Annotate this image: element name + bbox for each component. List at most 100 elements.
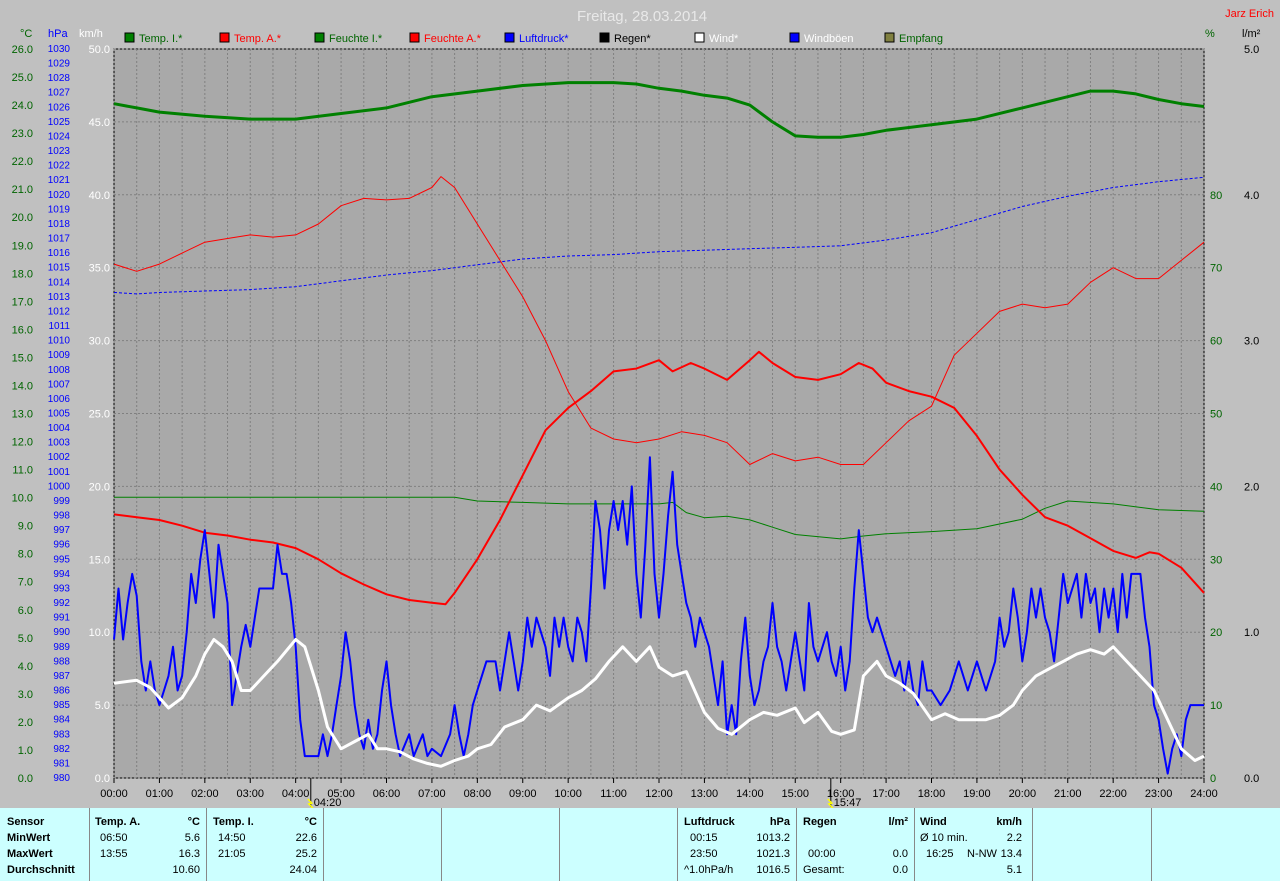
rain-total-value: 0.0 xyxy=(892,864,908,876)
temp-tick-label: 15.0 xyxy=(12,352,33,364)
temp-tick-label: 19.0 xyxy=(12,240,33,252)
wind-max-value: 13.4 xyxy=(1000,848,1022,860)
pressure-unit-label: hPa xyxy=(48,28,68,40)
legend-swatch xyxy=(314,32,325,43)
x-tick-label: 21:00 xyxy=(1054,788,1082,800)
temp-in-min-value: 22.6 xyxy=(295,832,317,844)
wind-header: Wind xyxy=(920,816,947,828)
pressure-tick-label: 994 xyxy=(53,569,70,580)
temp-tick-label: 21.0 xyxy=(12,184,33,196)
x-tick-label: 11:00 xyxy=(600,788,627,800)
x-tick-label: 24:00 xyxy=(1190,788,1218,800)
series-line-wind xyxy=(113,638,1205,768)
temp-in-max-time: 21:05 xyxy=(218,848,246,860)
temp-out-min-time: 06:50 xyxy=(100,832,128,844)
pressure-tick-label: 1012 xyxy=(48,306,71,317)
wind-min-label: Ø 10 min. xyxy=(920,832,968,844)
temp-in-avg-value: 24.04 xyxy=(289,864,317,876)
x-tick-label: 23:00 xyxy=(1145,788,1173,800)
pressure-tick-label: 1026 xyxy=(48,102,71,113)
lightning-icon xyxy=(827,798,834,808)
pressure-tick-label: 1009 xyxy=(48,350,71,361)
table-divider xyxy=(1151,808,1152,881)
legend-label: Temp. I.* xyxy=(139,33,183,45)
temp-out-min-value: 5.6 xyxy=(184,832,200,844)
legend-swatch xyxy=(219,32,230,43)
temp-out-max-value: 16.3 xyxy=(178,848,200,860)
pressure-tick-label: 987 xyxy=(53,671,70,682)
temp-unit-label: °C xyxy=(20,28,32,40)
legend-label: Feuchte I.* xyxy=(329,33,383,45)
temp-tick-label: 1.0 xyxy=(18,745,33,757)
x-tick-label: 08:00 xyxy=(464,788,492,800)
pressure-tick-label: 996 xyxy=(53,540,70,551)
temp-out-unit: °C xyxy=(187,816,200,828)
temp-tick-label: 6.0 xyxy=(18,605,33,617)
humidity-tick-label: 80 xyxy=(1210,190,1222,202)
temp-tick-label: 13.0 xyxy=(12,409,33,421)
temp-tick-label: 16.0 xyxy=(12,324,33,336)
wind-tick-label: 15.0 xyxy=(89,554,110,566)
rain-unit-label: l/m² xyxy=(1242,28,1261,40)
x-tick-label: 16:00 xyxy=(827,788,855,800)
x-tick-label: 05:00 xyxy=(327,788,355,800)
sensor-header: Sensor xyxy=(7,816,45,828)
humidity-tick-label: 40 xyxy=(1210,481,1222,493)
table-divider xyxy=(323,808,324,881)
pressure-tick-label: 983 xyxy=(53,729,70,740)
rain-max-value: 0.0 xyxy=(892,848,908,860)
temp-out-max-time: 13:55 xyxy=(100,848,128,860)
pressure-tick-label: 1005 xyxy=(48,409,71,420)
chart-title: Freitag, 28.03.2014 xyxy=(577,8,707,25)
pressure-tick-label: 985 xyxy=(53,700,70,711)
legend-swatch xyxy=(694,32,705,43)
pressure-min-time: 00:15 xyxy=(690,832,718,844)
pressure-tick-label: 1007 xyxy=(48,379,71,390)
rain-header: Regen xyxy=(803,816,837,828)
x-tick-label: 01:00 xyxy=(146,788,174,800)
temp-tick-label: 24.0 xyxy=(12,100,33,112)
row-label-avg: Durchschnitt xyxy=(7,864,75,876)
pressure-tick-label: 1000 xyxy=(48,481,71,492)
pressure-tick-label: 998 xyxy=(53,511,70,522)
table-divider xyxy=(441,808,442,881)
temp-in-min-time: 14:50 xyxy=(218,832,246,844)
pressure-max-value: 1021.3 xyxy=(756,848,790,860)
legend-label: Wind* xyxy=(709,33,739,45)
temp-in-max-value: 25.2 xyxy=(295,848,317,860)
table-divider xyxy=(1032,808,1033,881)
series-line-gusts xyxy=(113,456,1204,775)
wind-tick-label: 30.0 xyxy=(89,336,110,348)
pressure-tick-label: 1018 xyxy=(48,219,71,230)
statistics-table: Sensor MinWert MaxWert Durchschnitt Temp… xyxy=(0,808,1280,881)
x-tick-label: 13:00 xyxy=(691,788,719,800)
x-tick-label: 22:00 xyxy=(1099,788,1127,800)
pressure-tick-label: 1015 xyxy=(48,263,71,274)
temp-tick-label: 4.0 xyxy=(18,661,33,673)
wind-tick-label: 25.0 xyxy=(89,409,110,421)
x-tick-label: 07:00 xyxy=(418,788,446,800)
wind-tick-label: 5.0 xyxy=(95,700,110,712)
x-tick-label: 14:00 xyxy=(736,788,764,800)
pressure-tick-label: 1028 xyxy=(48,73,71,84)
pressure-tick-label: 999 xyxy=(53,496,70,507)
wind-avg-value: 5.1 xyxy=(1006,864,1022,876)
pressure-trend: ^1.0hPa/h xyxy=(684,864,734,876)
temp-tick-label: 5.0 xyxy=(18,633,33,645)
temp-tick-label: 11.0 xyxy=(12,465,33,477)
table-divider xyxy=(559,808,560,881)
pressure-tick-label: 1021 xyxy=(48,175,71,186)
series-line-hum-out xyxy=(113,176,1205,465)
row-label-max: MaxWert xyxy=(7,848,53,860)
pressure-unit: hPa xyxy=(769,816,790,828)
wind-tick-label: 10.0 xyxy=(89,627,110,639)
pressure-avg-value: 1016.5 xyxy=(756,864,790,876)
legend-swatch xyxy=(599,32,610,43)
pressure-tick-label: 1011 xyxy=(48,321,70,332)
pressure-tick-label: 1024 xyxy=(48,131,71,142)
pressure-tick-label: 1023 xyxy=(48,146,71,157)
rain-total-label: Gesamt: xyxy=(803,864,845,876)
wind-max-time: 16:25 xyxy=(926,848,954,860)
temp-in-unit: °C xyxy=(304,816,317,828)
pressure-tick-label: 1025 xyxy=(48,117,71,128)
